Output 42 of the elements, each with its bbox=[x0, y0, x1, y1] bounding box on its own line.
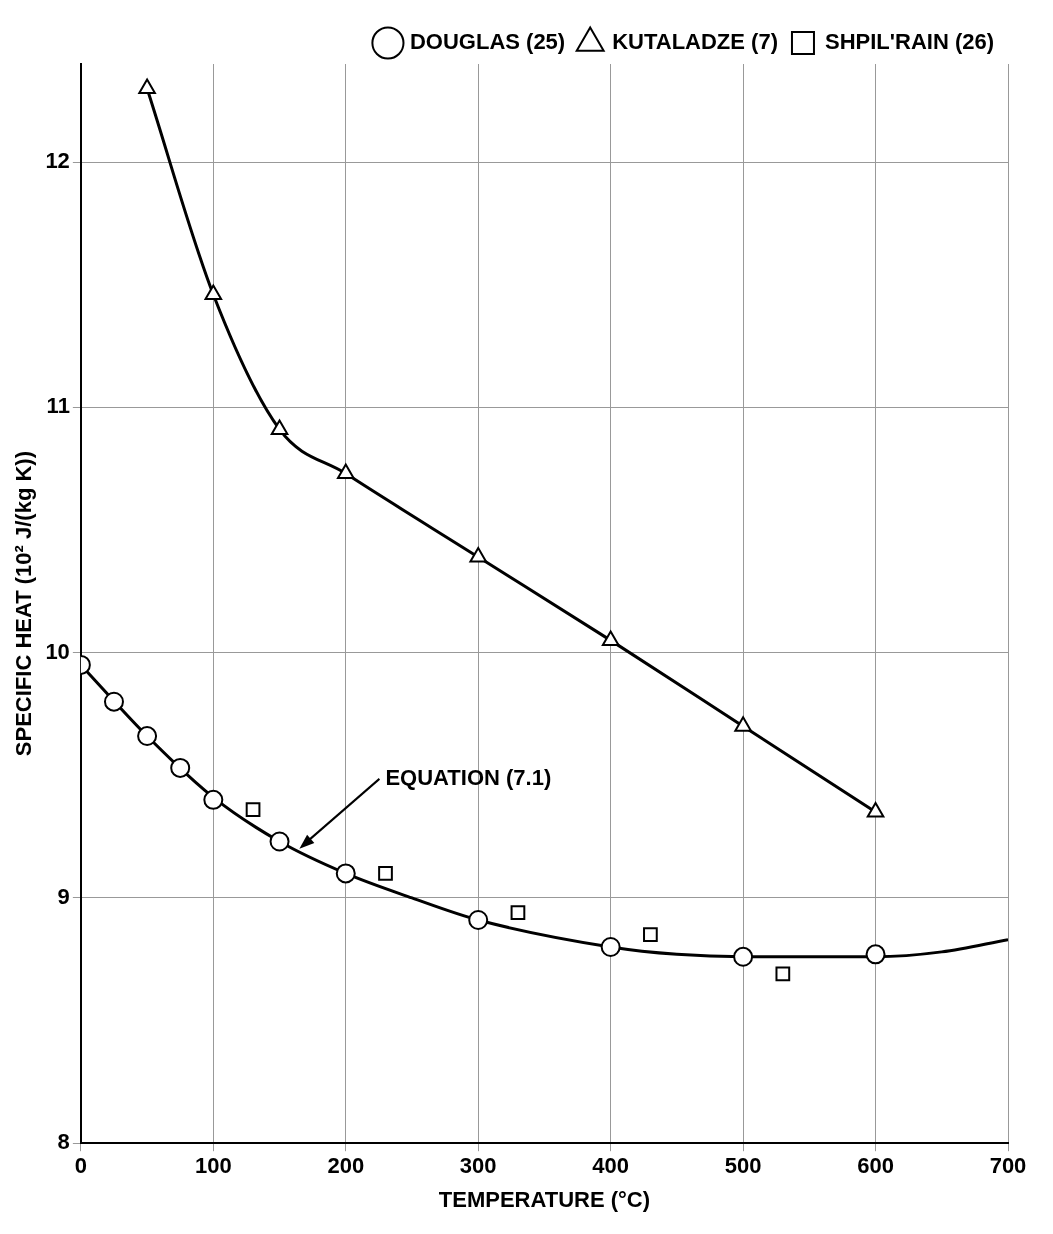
point bbox=[378, 866, 393, 881]
x-tick-label: 700 bbox=[989, 1153, 1027, 1179]
point bbox=[335, 863, 356, 884]
x-tick-label: 0 bbox=[74, 1153, 87, 1179]
point bbox=[245, 802, 261, 817]
x-tick-label: 300 bbox=[459, 1153, 497, 1179]
x-tick-label: 200 bbox=[327, 1153, 365, 1179]
point bbox=[269, 831, 290, 852]
x-axis-title: TEMPERATURE (°C) bbox=[438, 1186, 651, 1212]
point bbox=[103, 691, 124, 712]
x-tick-label: 400 bbox=[592, 1153, 630, 1179]
legend-label: KUTALADZE (7) bbox=[612, 29, 778, 55]
point bbox=[170, 757, 191, 778]
y-tick-label: 8 bbox=[57, 1129, 70, 1155]
point bbox=[775, 966, 791, 982]
y-tick-label: 11 bbox=[46, 393, 70, 419]
point bbox=[270, 419, 289, 435]
legend-label: DOUGLAS (25) bbox=[409, 29, 566, 55]
point bbox=[866, 802, 885, 818]
point bbox=[643, 927, 658, 943]
point bbox=[601, 630, 620, 646]
point bbox=[138, 78, 156, 95]
point bbox=[865, 944, 886, 965]
y-tick-label: 10 bbox=[45, 638, 70, 664]
y-tick-label: 9 bbox=[57, 883, 70, 909]
point bbox=[468, 910, 489, 930]
x-tick-label: 100 bbox=[194, 1153, 232, 1179]
point bbox=[600, 936, 621, 957]
point bbox=[336, 463, 355, 480]
point bbox=[203, 789, 224, 810]
point bbox=[734, 716, 752, 732]
point bbox=[137, 726, 158, 747]
y-axis-title: SPECIFIC HEAT (10² J/(kg K)) bbox=[11, 451, 37, 757]
legend-label: SHPIL'RAIN (26) bbox=[824, 29, 994, 55]
point bbox=[469, 547, 488, 563]
y-tick-label: 12 bbox=[45, 148, 70, 174]
point bbox=[204, 284, 223, 301]
x-tick-label: 600 bbox=[857, 1153, 894, 1179]
point bbox=[733, 946, 754, 967]
x-tick-label: 500 bbox=[724, 1153, 762, 1179]
annotation: EQUATION (7.1) bbox=[385, 764, 552, 790]
point bbox=[510, 905, 526, 921]
